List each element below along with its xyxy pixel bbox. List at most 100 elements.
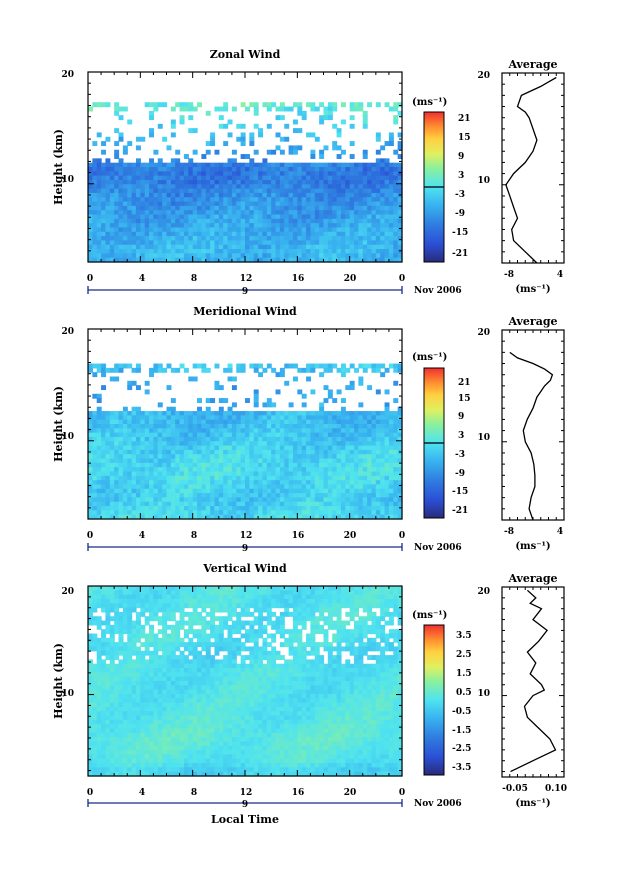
- heatmap-cell: [319, 445, 325, 451]
- heatmap-cell: [96, 167, 102, 172]
- heatmap-cell: [197, 637, 202, 643]
- heatmap-cell: [88, 620, 93, 626]
- heatmap-cell: [275, 514, 281, 520]
- heatmap-cell: [354, 415, 359, 421]
- heatmap-cell: [354, 257, 359, 263]
- heatmap-cell: [362, 201, 368, 207]
- heatmap-cell: [306, 223, 312, 229]
- heatmap-cell: [153, 611, 159, 617]
- heatmap-cell: [240, 514, 246, 520]
- heatmap-cell: [188, 171, 194, 177]
- heatmap-cell: [105, 449, 111, 455]
- heatmap-cell: [231, 218, 237, 224]
- heatmap-cell: [179, 424, 185, 429]
- heatmap-cell: [314, 590, 320, 596]
- heatmap-cell: [131, 380, 137, 386]
- heatmap-cell: [388, 445, 394, 451]
- heatmap-cell: [166, 493, 172, 499]
- heatmap-cell: [345, 611, 351, 617]
- heatmap-cell: [306, 201, 312, 207]
- heatmap-cell: [384, 141, 390, 147]
- heatmap-cell: [140, 424, 146, 429]
- heatmap-cell: [166, 432, 172, 438]
- heatmap-cell: [380, 471, 386, 477]
- heatmap-cell: [262, 480, 268, 486]
- heatmap-cell: [175, 454, 181, 460]
- heatmap-cell: [236, 436, 242, 442]
- heatmap-cell: [166, 445, 172, 451]
- heatmap-cell: [144, 432, 150, 438]
- heatmap-cell: [140, 175, 146, 181]
- heatmap-cell: [109, 411, 115, 416]
- heatmap-cell: [127, 253, 133, 259]
- heatmap-cell: [284, 506, 290, 511]
- heatmap-cell: [319, 231, 325, 237]
- heatmap-cell: [245, 188, 250, 194]
- heatmap-cell: [96, 236, 102, 242]
- heatmap-cell: [323, 506, 329, 511]
- heatmap-cell: [153, 480, 159, 486]
- heatmap-cell: [393, 231, 399, 237]
- heatmap-cell: [393, 253, 399, 259]
- heatmap-cell: [175, 441, 181, 447]
- heatmap-cell: [88, 514, 93, 520]
- heatmap-cell: [105, 411, 111, 416]
- heatmap-cell: [240, 497, 246, 503]
- heatmap-cell: [231, 510, 237, 516]
- heatmap-cell: [223, 493, 229, 499]
- heatmap-cell: [354, 253, 359, 259]
- heatmap-cell: [375, 497, 381, 503]
- heatmap-cell: [118, 188, 124, 194]
- heatmap-cell: [223, 467, 229, 473]
- heatmap-cell: [188, 462, 194, 468]
- heatmap-cell: [323, 106, 329, 112]
- heatmap-cell: [210, 449, 216, 455]
- heatmap-cell: [218, 603, 224, 609]
- heatmap-cell: [310, 179, 316, 185]
- heatmap-cell: [157, 102, 163, 108]
- heatmap-cell: [109, 637, 115, 643]
- heatmap-cell: [323, 501, 329, 507]
- heatmap-cell: [371, 432, 377, 438]
- heatmap-cell: [149, 372, 155, 378]
- heatmap-cell: [245, 603, 250, 609]
- heatmap-cell: [227, 467, 233, 473]
- heatmap-cell: [92, 158, 98, 164]
- heatmap-cell: [340, 419, 346, 425]
- heatmap-cell: [375, 449, 381, 455]
- heatmap-cell: [205, 436, 211, 442]
- heatmap-cell: [144, 236, 150, 242]
- heatmap-cell: [397, 175, 403, 181]
- heatmap-cell: [345, 633, 351, 639]
- heatmap-cell: [166, 192, 172, 198]
- heatmap-cell: [319, 590, 325, 596]
- heatmap-cell: [279, 510, 285, 516]
- heatmap-cell: [240, 488, 246, 494]
- heatmap-cell: [397, 501, 403, 507]
- heatmap-cell: [288, 506, 294, 511]
- heatmap-cell: [327, 218, 333, 224]
- heatmap-cell: [375, 432, 381, 438]
- heatmap-cell: [105, 637, 111, 643]
- heatmap-cell: [384, 436, 390, 442]
- heatmap-cell: [275, 510, 281, 516]
- heatmap-cell: [279, 424, 285, 429]
- heatmap-cell: [375, 205, 381, 211]
- heatmap-cell: [122, 179, 128, 185]
- heatmap-cell: [249, 171, 255, 177]
- heatmap-cell: [188, 428, 194, 434]
- heatmap-cell: [122, 441, 128, 447]
- heatmap-cell: [371, 510, 377, 516]
- heatmap-cell: [149, 424, 155, 429]
- heatmap-cell: [88, 188, 93, 194]
- heatmap-cell: [135, 424, 141, 429]
- heatmap-cell: [183, 458, 189, 464]
- heatmap-cell: [262, 257, 268, 263]
- heatmap-cell: [323, 449, 329, 455]
- heatmap-cell: [214, 598, 220, 604]
- heatmap-cell: [332, 171, 338, 177]
- heatmap-cell: [135, 624, 141, 630]
- heatmap-cell: [245, 633, 250, 639]
- heatmap-cell: [170, 493, 176, 499]
- heatmap-cell: [345, 223, 351, 229]
